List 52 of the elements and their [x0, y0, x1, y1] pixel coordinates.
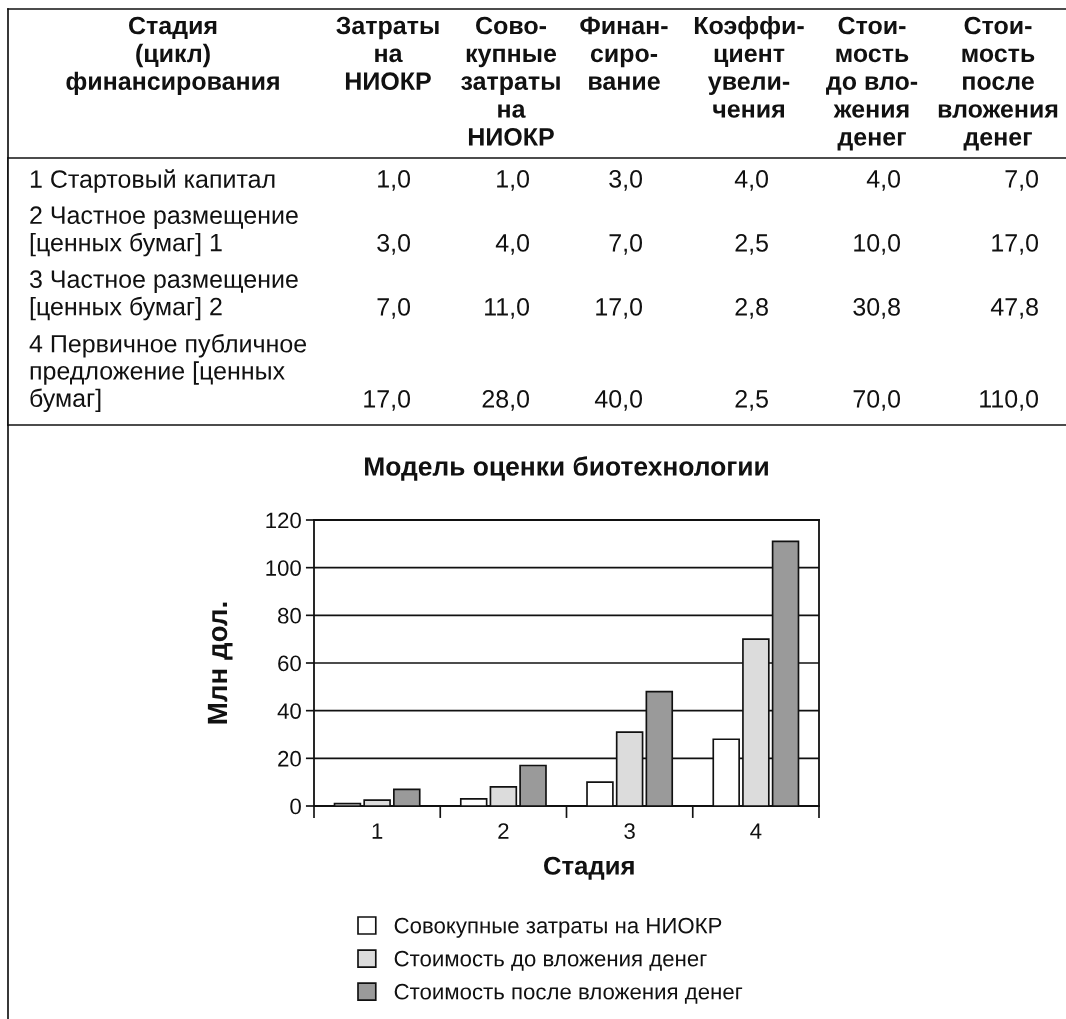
text: 30,8 [853, 298, 900, 319]
category-label: Затраты на НИОКР [336, 16, 439, 91]
y-tick-label: 100 [266, 560, 301, 576]
y-axis-title: Млн дол. [207, 602, 233, 724]
text: 10,0 [854, 234, 901, 255]
legend-label: Стоимость до вложения денег [394, 950, 707, 971]
text: 4,0 [866, 170, 901, 191]
text: 1,0 [378, 170, 411, 191]
text: 17,0 [364, 390, 411, 411]
category-label: 1 Стартовый капитал [30, 169, 275, 193]
text: 4,0 [495, 234, 530, 255]
category-label: 4 Первичное публичное предложение [ценных бумаг] [29, 334, 307, 412]
chart-title: Модель оценки биотехнологии [365, 456, 768, 481]
text: 40,0 [594, 390, 643, 411]
text: 2,5 [735, 234, 768, 255]
y-tick-label: 60 [278, 655, 301, 672]
text: 7,0 [609, 234, 643, 255]
y-tick-label: 20 [278, 750, 301, 767]
text: 7,0 [1005, 170, 1039, 191]
x-tick-label: 1 [372, 823, 383, 839]
text: 47,8 [990, 298, 1038, 319]
text: 1,0 [497, 170, 530, 191]
y-tick-label: 0 [290, 798, 301, 815]
category-label: Стои- мость после вложения денег [938, 16, 1058, 151]
y-tick-label: 40 [277, 703, 301, 719]
text: 2,8 [735, 298, 768, 319]
category-label: 2 Частное размещение [ценных бумаг] 1 [30, 206, 298, 257]
text: 17,0 [992, 234, 1039, 255]
category-label: Финан- сиро- вание [580, 16, 668, 91]
text: 28,0 [482, 390, 530, 411]
legend-label: Стоимость после вложения денег [394, 983, 743, 1004]
category-label: Коэффи- циент увели- чения [694, 16, 804, 118]
x-tick-label: 2 [498, 823, 509, 839]
y-tick-label: 120 [266, 512, 301, 529]
text: 17,0 [596, 298, 643, 319]
category-label: Сово- купные затраты на НИОКР [461, 16, 560, 146]
text: Стадия (цикл) финансирования [66, 16, 279, 95]
text: 3,0 [377, 234, 411, 255]
legend-label: Совокупные затраты на НИОКР [394, 917, 722, 938]
text: 110,0 [980, 390, 1039, 411]
text: 11,0 [485, 298, 530, 319]
y-tick-label: 80 [278, 607, 301, 624]
text: 2,5 [735, 390, 768, 411]
x-tick-label: 3 [624, 823, 635, 839]
text: 7,0 [377, 298, 411, 319]
category-label: Стои- мость до вло- жения денег [826, 16, 918, 151]
category-label: 3 Частное размещение [ценных бумаг] 2 [29, 270, 298, 321]
text: 4,0 [734, 170, 769, 191]
text: 3,0 [609, 170, 643, 191]
text: 70,0 [853, 390, 901, 411]
x-axis-title: Стадия [544, 856, 634, 880]
x-tick-label: 4 [750, 823, 762, 839]
